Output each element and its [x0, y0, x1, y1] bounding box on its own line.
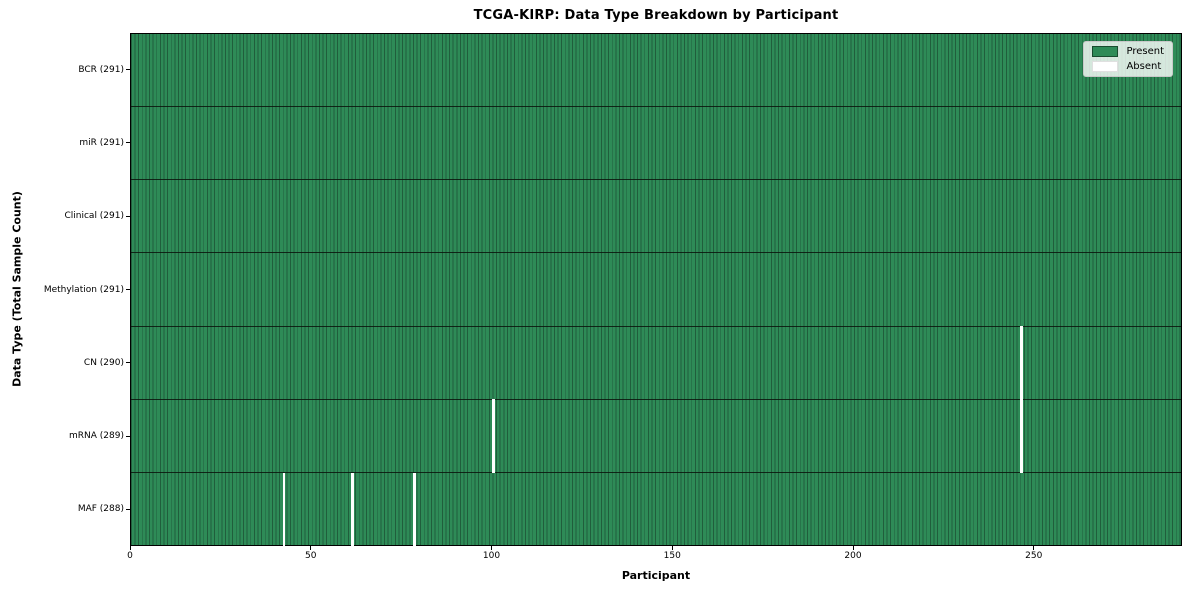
legend-item-present: Present [1092, 46, 1164, 57]
y-tick-label-BCR: BCR (291) [78, 64, 124, 75]
x-tick-label-250: 250 [1025, 551, 1043, 561]
y-tick-label-Methylation: Methylation (291) [43, 284, 124, 295]
legend-label-present: Present [1126, 46, 1164, 57]
absent-swatch-icon [1092, 61, 1119, 72]
x-tick-label-0: 0 [127, 551, 133, 561]
x-tick-mark [491, 546, 492, 550]
absent-cell-MAF-42 [282, 472, 286, 546]
y-tick-label-CN: CN (290) [83, 357, 124, 368]
x-axis-label: Participant [621, 569, 691, 582]
legend-label-absent: Absent [1126, 61, 1162, 72]
x-tick-mark [129, 546, 131, 550]
row-divider [131, 179, 1181, 181]
x-tick-mark [310, 546, 312, 550]
absent-cell-mRNA-246 [1020, 399, 1023, 473]
row-divider [131, 472, 1181, 474]
row-divider [131, 398, 1181, 400]
y-tick-label-miR: miR (291) [79, 137, 124, 148]
absent-cell-CN-246 [1020, 326, 1023, 400]
y-tick-label-mRNA: mRNA (289) [69, 431, 124, 442]
x-tick-mark [671, 546, 673, 550]
x-tick-label-150: 150 [663, 551, 681, 561]
x-tick-mark [852, 546, 854, 550]
plot-area: Present Absent [130, 33, 1182, 546]
y-tick-label-MAF: MAF (288) [77, 504, 124, 515]
row-divider [131, 252, 1181, 254]
present-swatch-icon [1092, 46, 1119, 57]
absent-cell-mRNA-100 [492, 399, 496, 473]
legend-item-absent: Absent [1092, 61, 1164, 72]
x-tick-label-100: 100 [482, 551, 501, 561]
y-tick-label-Clinical: Clinical (291) [64, 211, 124, 222]
x-tick-mark [1033, 546, 1035, 550]
x-tick-label-200: 200 [844, 551, 862, 561]
legend: Present Absent [1083, 41, 1173, 77]
absent-cell-MAF-78 [412, 472, 416, 546]
y-axis-label: Data Type (Total Sample Count) [10, 191, 24, 387]
row-divider [131, 105, 1181, 107]
x-tick-label-50: 50 [305, 551, 317, 561]
chart-title: TCGA-KIRP: Data Type Breakdown by Partic… [473, 8, 839, 23]
row-divider [131, 325, 1181, 327]
absent-cell-MAF-61 [351, 472, 355, 546]
